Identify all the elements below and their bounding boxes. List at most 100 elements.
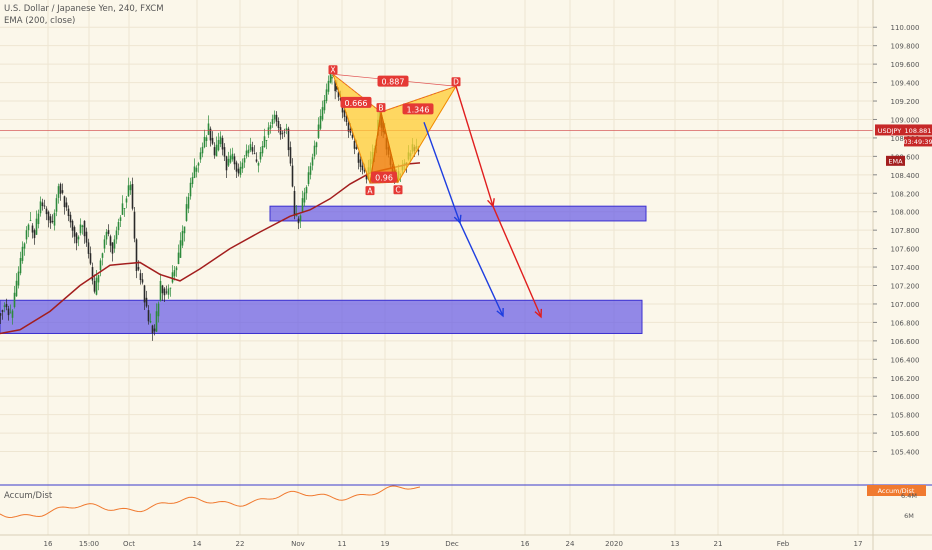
pattern-point-bg	[393, 185, 403, 195]
candle-body	[341, 104, 344, 113]
price-axis-label: 107.800	[891, 227, 920, 235]
candle-body	[193, 166, 196, 178]
candle-body	[331, 76, 333, 79]
candle-body	[91, 267, 94, 281]
candle-body	[217, 140, 220, 151]
candle-body	[347, 122, 350, 132]
symbol-title: U.S. Dollar / Japanese Yen, 240, FXCM	[4, 4, 164, 14]
candle-body	[29, 220, 32, 221]
lower-axis-label: 6.4M	[901, 492, 917, 500]
candle-body	[113, 239, 116, 249]
candle-body	[67, 208, 70, 217]
candle-body	[151, 325, 154, 334]
countdown-tag: 03:49:39	[903, 136, 932, 147]
time-axis-label: 22	[236, 540, 245, 548]
support-zone-2	[0, 299, 643, 334]
candle-body	[185, 204, 188, 221]
pattern-ratio-label: 0.96	[371, 171, 397, 183]
pattern-ratio-label: 0.887	[377, 75, 409, 87]
candle-body	[161, 285, 164, 294]
candle-body	[233, 156, 236, 165]
candle-body	[121, 203, 124, 215]
candle-body	[211, 137, 214, 144]
candle-body	[203, 136, 206, 148]
candle-body	[265, 140, 268, 141]
price-axis-label: 108.400	[891, 172, 920, 180]
candle-body	[149, 320, 152, 323]
time-axis-label: 21	[714, 540, 723, 548]
candle-body	[287, 128, 290, 151]
candle-body	[239, 166, 242, 175]
time-axis-label: 13	[671, 540, 680, 548]
candle-body	[171, 272, 174, 283]
candle-body	[95, 277, 98, 295]
candle-body	[75, 233, 78, 244]
candle-body	[69, 214, 72, 223]
price-axis-label: 106.600	[891, 338, 920, 346]
time-axis-label: Nov	[291, 540, 305, 548]
pattern-line	[380, 85, 457, 113]
candle-body	[143, 285, 146, 303]
pattern-point-x: X	[328, 65, 338, 75]
candle-body	[345, 116, 348, 122]
pattern-point-label: X	[330, 65, 335, 74]
lower-panel-title: Accum/Dist	[4, 491, 53, 501]
time-axis-label: Dec	[445, 540, 459, 548]
time-axis-label: 19	[381, 540, 390, 548]
candle-body	[33, 230, 36, 239]
time-axis-label: 17	[854, 540, 863, 548]
candle-body	[285, 128, 288, 131]
price-tag-value: 108.881	[904, 124, 932, 136]
candle-body	[129, 184, 132, 191]
candle-body	[65, 202, 68, 208]
candle-body	[199, 152, 202, 160]
price-axis-label: 107.000	[891, 301, 920, 309]
candle-body	[173, 270, 176, 277]
tag-text: EMA	[888, 157, 903, 165]
pattern-point-bg	[365, 186, 375, 196]
candle-body	[417, 150, 420, 152]
candle-body	[181, 231, 184, 246]
candle-body	[221, 137, 224, 150]
candle-body	[311, 157, 314, 166]
candle-body	[85, 231, 88, 243]
price-axis-label: 106.400	[891, 356, 920, 364]
projection-arrow-line	[423, 122, 461, 224]
candle-body	[281, 133, 284, 135]
candle-body	[205, 137, 208, 141]
candle-body	[336, 85, 338, 90]
candle-body	[139, 273, 142, 281]
price-tag-symbol: USDJPY	[875, 124, 904, 136]
candle-body	[49, 216, 52, 224]
candle-body	[107, 230, 110, 234]
pattern-point-bg	[328, 65, 338, 75]
candle-body	[157, 303, 160, 317]
candle-body	[243, 157, 246, 163]
candle-body	[145, 297, 148, 307]
candle-body	[201, 146, 204, 154]
candle-body	[187, 196, 190, 209]
candle-body	[73, 227, 76, 237]
price-axis-label: 109.800	[891, 43, 920, 51]
candle-body	[215, 144, 218, 157]
candle-body	[115, 230, 118, 240]
candle-body	[319, 115, 322, 129]
candle-body	[123, 208, 126, 209]
tag-bg	[875, 124, 904, 136]
candle-body	[127, 185, 130, 197]
candle-body	[213, 147, 216, 156]
time-axis-label: 16	[44, 540, 53, 548]
candle-body	[71, 220, 74, 231]
indicator-label: EMA (200, close)	[4, 16, 76, 26]
candle-body	[273, 114, 276, 120]
projection-arrow-line	[492, 205, 542, 318]
price-axis-label: 109.400	[891, 80, 920, 88]
candle-body	[79, 224, 82, 234]
candle-body	[269, 125, 272, 129]
time-axis-label: 16	[521, 540, 530, 548]
candle-body	[323, 99, 326, 111]
pattern-ratio-label: 0.666	[340, 96, 372, 108]
candle-body	[165, 291, 168, 293]
candle-body	[109, 236, 112, 246]
